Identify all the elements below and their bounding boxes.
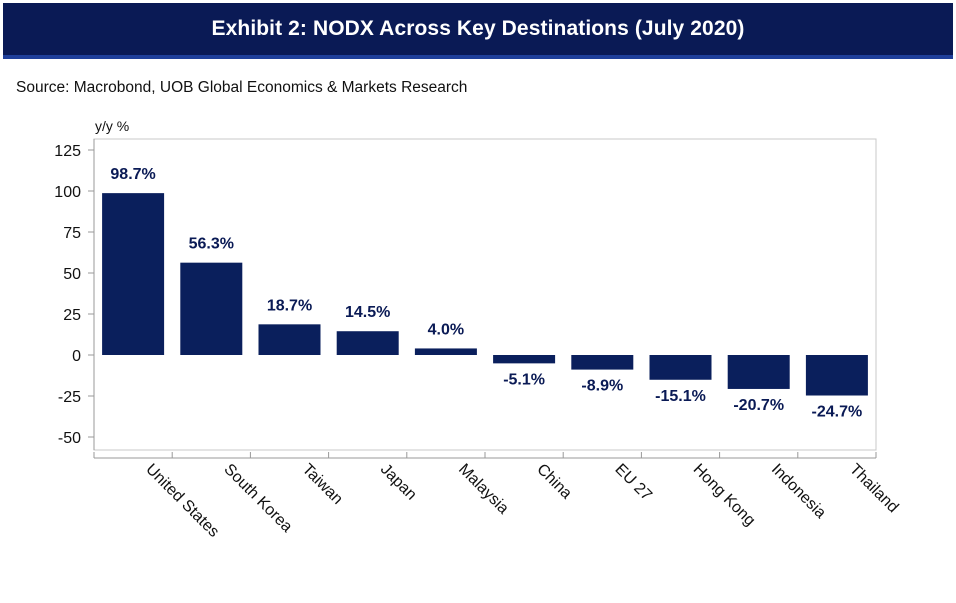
- x-tick-label: EU 27: [611, 461, 655, 505]
- bars: [102, 193, 868, 396]
- y-axis: 125 100 75 50 25 0 -25 -50: [54, 139, 95, 450]
- bar: [493, 355, 556, 364]
- bar: [649, 355, 712, 380]
- x-tick-label: China: [533, 461, 575, 503]
- data-label: 56.3%: [189, 236, 234, 253]
- y-tick-label: 50: [63, 266, 81, 283]
- y-tick-label: 75: [63, 225, 81, 242]
- x-tick-label: Hong Kong: [690, 461, 759, 530]
- bar: [805, 355, 868, 396]
- bar: [414, 348, 477, 355]
- data-label: -20.7%: [733, 397, 784, 414]
- bar: [258, 324, 321, 355]
- bar: [180, 262, 243, 355]
- data-label: 98.7%: [110, 166, 155, 183]
- x-axis: [93, 452, 877, 459]
- x-tick-label: Malaysia: [455, 461, 512, 518]
- source-note: Source: Macrobond, UOB Global Economics …: [16, 79, 468, 96]
- bar: [102, 193, 165, 355]
- y-tick-label: 25: [63, 307, 81, 324]
- data-label: -24.7%: [812, 404, 863, 421]
- x-tick-label: South Korea: [220, 461, 295, 536]
- data-labels: 98.7% 56.3% 18.7% 14.5% 4.0% -5.1% -8.9% -15.1%…: [110, 166, 862, 420]
- x-tick-label: Taiwan: [299, 461, 346, 508]
- data-label: -5.1%: [503, 371, 545, 388]
- bar: [727, 355, 790, 389]
- y-tick-label: 0: [72, 348, 81, 365]
- data-label: 14.5%: [345, 304, 390, 321]
- x-tick-label: Japan: [377, 461, 420, 504]
- bar: [571, 355, 634, 370]
- x-tick-label: United States: [142, 461, 222, 541]
- page-title: Exhibit 2: NODX Across Key Destinations …: [211, 17, 745, 40]
- bar: [336, 331, 399, 355]
- data-label: 18.7%: [267, 297, 312, 314]
- y-tick-label: -50: [58, 430, 81, 447]
- data-label: -8.9%: [581, 378, 623, 395]
- data-label: -15.1%: [655, 388, 706, 405]
- x-tick-label: Thailand: [846, 461, 901, 516]
- data-label: 4.0%: [428, 321, 464, 338]
- title-bar: Exhibit 2: NODX Across Key Destinations …: [3, 3, 953, 59]
- y-tick-label: -25: [58, 389, 81, 406]
- x-tick-label: Indonesia: [768, 461, 829, 522]
- y-tick-label: 125: [54, 143, 81, 160]
- y-tick-label: 100: [54, 184, 81, 201]
- y-axis-label: y/y %: [95, 118, 129, 134]
